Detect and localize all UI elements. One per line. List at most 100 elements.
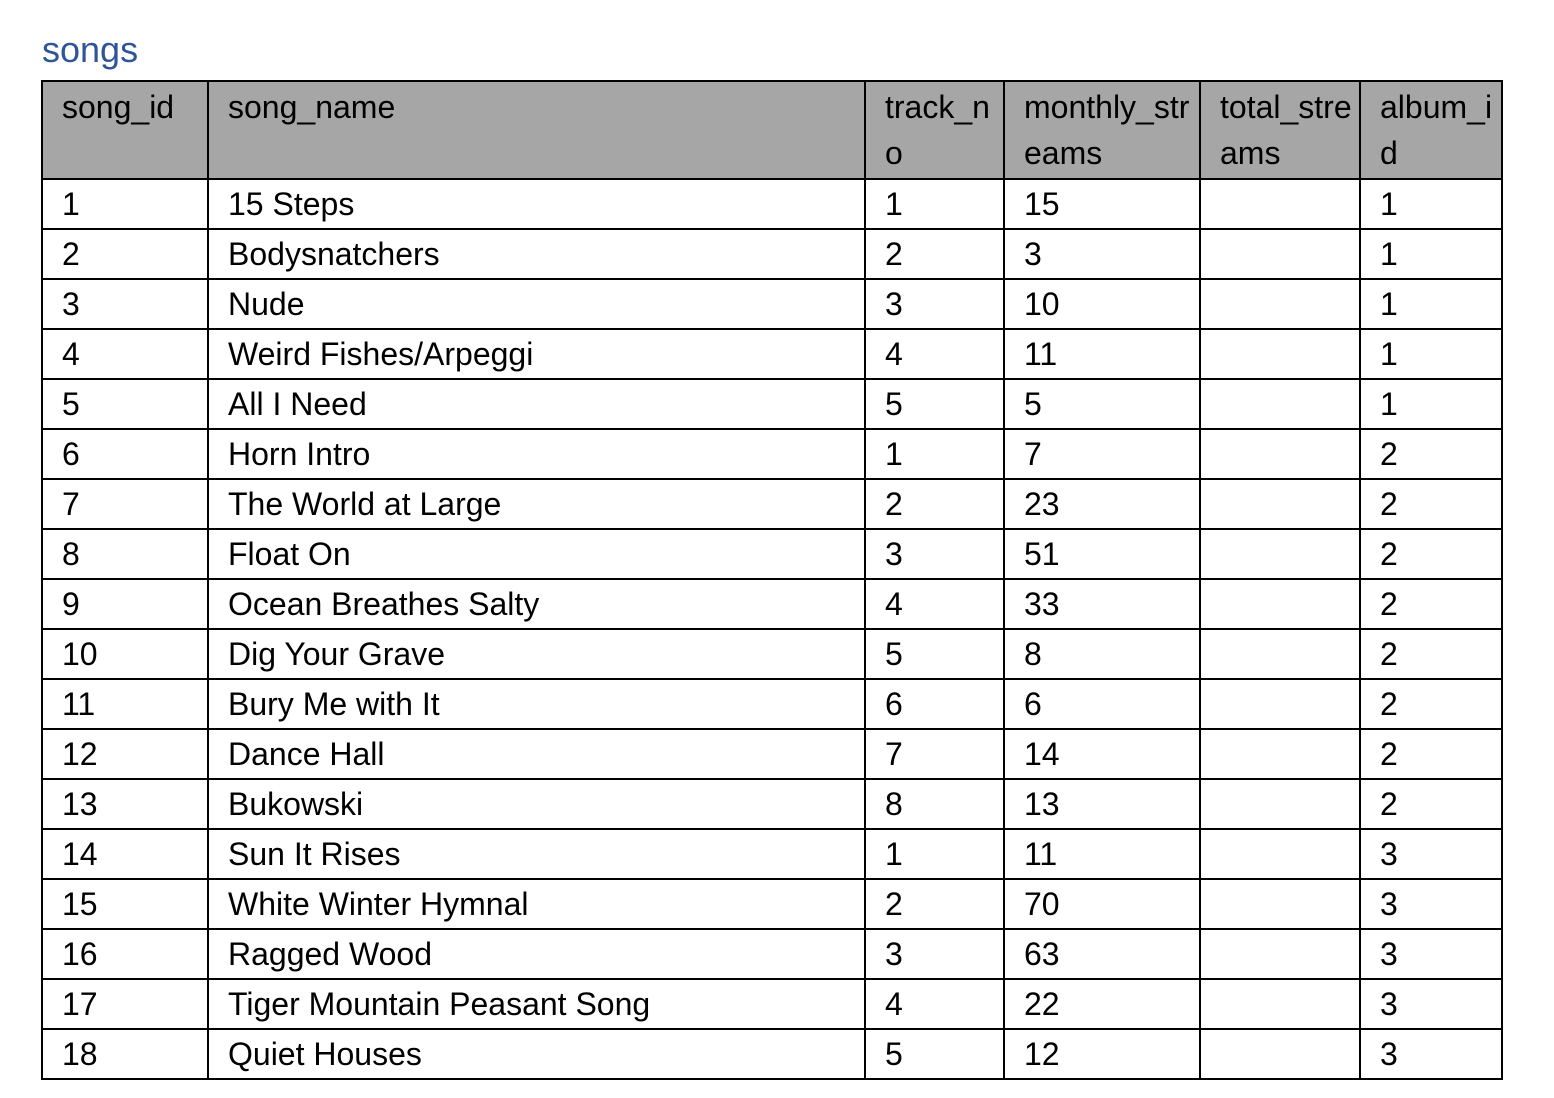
cell-album-id: 3: [1359, 828, 1503, 880]
cell-song-name: Nude: [207, 278, 866, 330]
cell-track-no: 2: [864, 878, 1005, 930]
cell-song-id: 16: [41, 928, 209, 980]
cell-song-name: Ragged Wood: [207, 928, 866, 980]
cell-song-id: 8: [41, 528, 209, 580]
songs-table: song_id song_name track_no monthly_strea…: [41, 80, 1503, 1080]
cell-song-name: Sun It Rises: [207, 828, 866, 880]
cell-monthly-streams: 3: [1003, 228, 1201, 280]
cell-song-id: 2: [41, 228, 209, 280]
cell-album-id: 2: [1359, 628, 1503, 680]
cell-monthly-streams: 7: [1003, 428, 1201, 480]
cell-total-streams: [1199, 978, 1361, 1030]
table-body: 1 15 Steps 1 15 1 2 Bodysnatchers 2 3 1 3 Nude 3 10 1 4…: [41, 178, 1503, 1080]
cell-monthly-streams: 70: [1003, 878, 1201, 930]
table-row: 8 Float On 3 51 2: [41, 528, 1503, 580]
cell-track-no: 4: [864, 978, 1005, 1030]
table-row: 16 Ragged Wood 3 63 3: [41, 928, 1503, 980]
cell-song-id: 9: [41, 578, 209, 630]
table-row: 15 White Winter Hymnal 2 70 3: [41, 878, 1503, 930]
cell-album-id: 1: [1359, 228, 1503, 280]
cell-track-no: 2: [864, 228, 1005, 280]
cell-monthly-streams: 33: [1003, 578, 1201, 630]
cell-total-streams: [1199, 1028, 1361, 1080]
column-header-track-no: track_no: [864, 80, 1005, 180]
cell-track-no: 8: [864, 778, 1005, 830]
table-row: 11 Bury Me with It 6 6 2: [41, 678, 1503, 730]
cell-song-id: 1: [41, 178, 209, 230]
column-header-total-streams: total_streams: [1199, 80, 1361, 180]
cell-total-streams: [1199, 628, 1361, 680]
cell-total-streams: [1199, 878, 1361, 930]
cell-song-name: Ocean Breathes Salty: [207, 578, 866, 630]
cell-track-no: 3: [864, 528, 1005, 580]
cell-song-name: The World at Large: [207, 478, 866, 530]
cell-album-id: 3: [1359, 978, 1503, 1030]
cell-album-id: 2: [1359, 478, 1503, 530]
cell-song-id: 15: [41, 878, 209, 930]
cell-song-name: Bukowski: [207, 778, 866, 830]
table-row: 2 Bodysnatchers 2 3 1: [41, 228, 1503, 280]
cell-album-id: 2: [1359, 578, 1503, 630]
cell-song-name: Dance Hall: [207, 728, 866, 780]
cell-total-streams: [1199, 378, 1361, 430]
cell-total-streams: [1199, 178, 1361, 230]
cell-total-streams: [1199, 828, 1361, 880]
cell-album-id: 3: [1359, 878, 1503, 930]
cell-monthly-streams: 12: [1003, 1028, 1201, 1080]
cell-total-streams: [1199, 278, 1361, 330]
column-header-song-id: song_id: [41, 80, 209, 180]
cell-total-streams: [1199, 228, 1361, 280]
cell-total-streams: [1199, 328, 1361, 380]
cell-song-name: Bury Me with It: [207, 678, 866, 730]
table-row: 1 15 Steps 1 15 1: [41, 178, 1503, 230]
cell-monthly-streams: 23: [1003, 478, 1201, 530]
cell-song-name: Float On: [207, 528, 866, 580]
cell-album-id: 2: [1359, 728, 1503, 780]
cell-track-no: 5: [864, 628, 1005, 680]
cell-song-id: 18: [41, 1028, 209, 1080]
table-row: 9 Ocean Breathes Salty 4 33 2: [41, 578, 1503, 630]
cell-track-no: 6: [864, 678, 1005, 730]
cell-total-streams: [1199, 928, 1361, 980]
cell-song-name: Tiger Mountain Peasant Song: [207, 978, 866, 1030]
cell-monthly-streams: 8: [1003, 628, 1201, 680]
table-row: 7 The World at Large 2 23 2: [41, 478, 1503, 530]
cell-song-id: 11: [41, 678, 209, 730]
cell-song-id: 13: [41, 778, 209, 830]
cell-track-no: 5: [864, 378, 1005, 430]
cell-monthly-streams: 11: [1003, 328, 1201, 380]
cell-monthly-streams: 51: [1003, 528, 1201, 580]
column-header-song-name: song_name: [207, 80, 866, 180]
cell-song-name: White Winter Hymnal: [207, 878, 866, 930]
table-row: 4 Weird Fishes/Arpeggi 4 11 1: [41, 328, 1503, 380]
cell-album-id: 1: [1359, 278, 1503, 330]
cell-song-name: Dig Your Grave: [207, 628, 866, 680]
cell-track-no: 5: [864, 1028, 1005, 1080]
cell-monthly-streams: 6: [1003, 678, 1201, 730]
cell-album-id: 2: [1359, 528, 1503, 580]
cell-song-name: Bodysnatchers: [207, 228, 866, 280]
table-row: 18 Quiet Houses 5 12 3: [41, 1028, 1503, 1080]
cell-total-streams: [1199, 778, 1361, 830]
table-row: 5 All I Need 5 5 1: [41, 378, 1503, 430]
cell-monthly-streams: 14: [1003, 728, 1201, 780]
table-row: 13 Bukowski 8 13 2: [41, 778, 1503, 830]
cell-album-id: 3: [1359, 928, 1503, 980]
cell-album-id: 2: [1359, 778, 1503, 830]
cell-song-id: 4: [41, 328, 209, 380]
table-row: 17 Tiger Mountain Peasant Song 4 22 3: [41, 978, 1503, 1030]
cell-total-streams: [1199, 678, 1361, 730]
cell-total-streams: [1199, 578, 1361, 630]
cell-song-name: Weird Fishes/Arpeggi: [207, 328, 866, 380]
cell-song-name: Horn Intro: [207, 428, 866, 480]
cell-track-no: 1: [864, 828, 1005, 880]
cell-track-no: 7: [864, 728, 1005, 780]
cell-monthly-streams: 5: [1003, 378, 1201, 430]
cell-song-id: 14: [41, 828, 209, 880]
cell-album-id: 1: [1359, 378, 1503, 430]
column-header-album-id: album_id: [1359, 80, 1503, 180]
cell-album-id: 1: [1359, 328, 1503, 380]
cell-track-no: 1: [864, 178, 1005, 230]
cell-monthly-streams: 11: [1003, 828, 1201, 880]
table-caption: songs: [42, 29, 139, 70]
